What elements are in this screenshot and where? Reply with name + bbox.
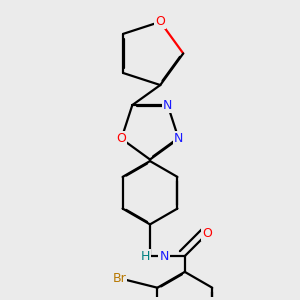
Text: H: H [141,250,150,262]
Text: N: N [174,132,183,145]
Text: Br: Br [112,272,126,285]
Text: O: O [116,132,126,145]
Text: O: O [202,227,212,240]
Text: N: N [160,250,169,262]
Text: O: O [155,15,165,28]
Text: N: N [163,99,172,112]
